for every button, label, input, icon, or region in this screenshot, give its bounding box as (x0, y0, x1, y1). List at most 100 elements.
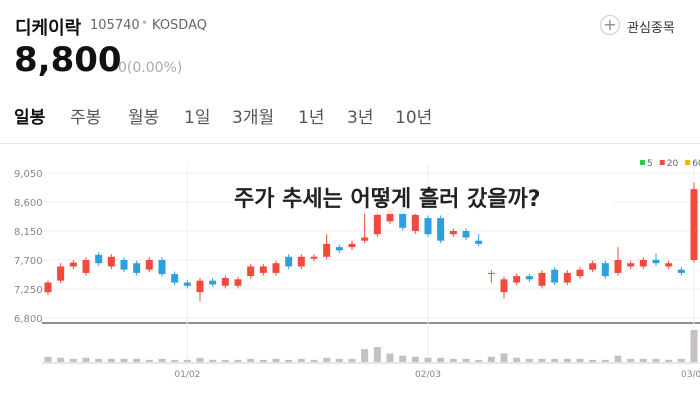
candle-body (183, 282, 191, 286)
volume-bar (183, 359, 191, 362)
candle-body (57, 266, 65, 281)
tab[interactable]: 10년 (395, 108, 433, 128)
volume-bar (69, 358, 77, 362)
volume-bar (95, 358, 103, 362)
candle-body (196, 280, 204, 293)
volume-bar (348, 358, 356, 362)
volume-bar (373, 347, 381, 362)
volume-bar (221, 359, 229, 362)
y-tick-label: 8,600 (14, 198, 43, 209)
x-tick-label: 02/03 (415, 370, 441, 380)
candle-body (487, 272, 495, 274)
annotation: 주가 추세는 어떻게 흘러 갔을까? (234, 186, 541, 212)
candle-body (665, 263, 673, 267)
volume-bar (639, 358, 647, 362)
volume-bar (449, 358, 457, 362)
candle-body (221, 278, 229, 286)
volume-bar (120, 358, 128, 362)
volume-bar (361, 349, 369, 362)
volume-bar (297, 358, 305, 362)
candle-body (424, 218, 432, 235)
tab[interactable]: 월봉 (128, 108, 160, 128)
volume-bar (538, 358, 546, 362)
volume-bar (525, 358, 533, 362)
volume-bar (589, 359, 597, 362)
candle-body (285, 256, 293, 267)
stock-code: 105740 (90, 18, 140, 33)
stock-name: 디케이락 (15, 18, 82, 39)
volume-bar (133, 358, 141, 362)
volume-bar (285, 359, 293, 362)
candle-body (627, 263, 635, 267)
candle-body (538, 272, 546, 286)
candle-body (639, 260, 647, 267)
price: 8,800 (14, 40, 122, 80)
candle-body (386, 208, 394, 222)
volume-bar (563, 358, 571, 362)
volume-bar (145, 359, 153, 362)
tab[interactable]: 1일 (184, 108, 211, 128)
volume-bar (411, 356, 419, 362)
candle-body (449, 231, 457, 235)
candle-body (107, 256, 115, 267)
candle-body (475, 240, 483, 244)
volume-bar (500, 353, 508, 362)
candle-body (310, 256, 318, 259)
y-tick-label: 7,700 (14, 256, 43, 267)
candle-body (500, 279, 508, 293)
candle-body (171, 274, 179, 283)
candle-body (551, 269, 559, 283)
divider (0, 143, 700, 144)
volume-bar (335, 358, 343, 362)
legend-label: 60 (692, 159, 700, 169)
volume-bar (386, 353, 394, 362)
candle-body (259, 266, 267, 273)
volume-bar (272, 358, 280, 362)
candle-body (373, 214, 381, 235)
volume-bar (513, 357, 521, 362)
candle-body (323, 243, 331, 257)
volume-bar (259, 359, 267, 362)
volume-bar (462, 358, 470, 362)
y-tick-label: 7,250 (14, 285, 43, 296)
tab[interactable]: 1년 (298, 108, 325, 128)
volume-bar (551, 358, 559, 362)
volume-bar (171, 359, 179, 362)
plus-icon[interactable]: + (600, 15, 620, 35)
candle-body (677, 269, 685, 273)
volume-bar (399, 355, 407, 362)
candle-body (437, 218, 445, 241)
volume-bar (475, 359, 483, 362)
candle-body (361, 237, 369, 241)
candle-body (120, 260, 128, 270)
volume-bar (677, 358, 685, 362)
candle-body (614, 260, 622, 273)
volume-bar (82, 357, 90, 362)
volume-bar (627, 358, 635, 362)
volume-bar (614, 355, 622, 362)
tab[interactable]: 주봉 (70, 108, 102, 128)
candle-body (44, 282, 52, 293)
watch-button[interactable]: 관심종목 (627, 21, 675, 36)
candle-body (563, 272, 571, 283)
volume-bar (601, 359, 609, 362)
tab[interactable]: 3년 (347, 108, 374, 128)
volume-bar (158, 358, 166, 362)
y-tick-label: 8,150 (14, 227, 43, 238)
volume-bar (323, 357, 331, 362)
candle-body (411, 214, 419, 231)
candle-body (399, 208, 407, 228)
candle-body (82, 260, 90, 273)
volume-bar (665, 359, 673, 362)
volume-bar (57, 357, 65, 362)
legend-swatch (640, 160, 645, 165)
y-tick-label: 9,050 (14, 169, 43, 180)
volume-bar (652, 358, 660, 362)
candle-body (272, 263, 280, 273)
tab[interactable]: 3개월 (232, 108, 275, 128)
candle-body (247, 266, 255, 277)
tab[interactable]: 일봉 (14, 108, 46, 128)
volume-bar (487, 356, 495, 362)
candle-body (513, 276, 521, 283)
